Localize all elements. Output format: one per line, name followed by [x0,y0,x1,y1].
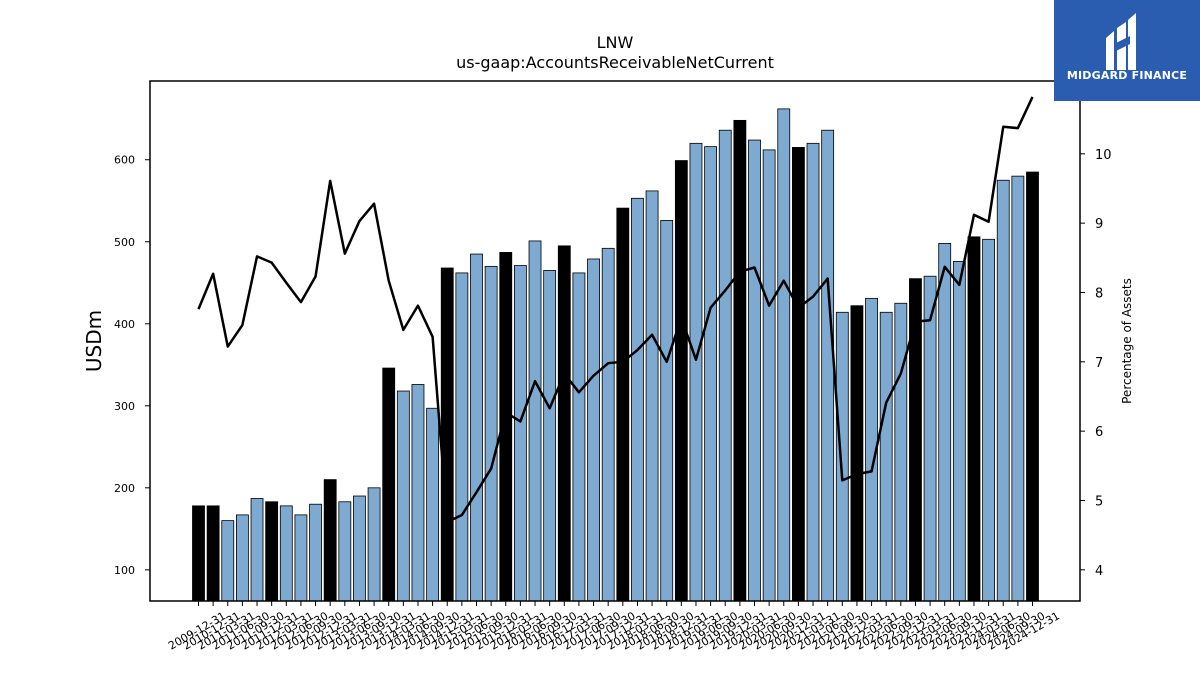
left-axis-ticks: 100 200 300 400 500 600 [114,154,150,577]
y2-tick-label: 8 [1095,286,1103,301]
bar [1011,175,1025,602]
bar [777,108,791,602]
y-axis-label: USDm [82,310,106,372]
bar [279,505,293,602]
bar [528,240,542,602]
bar [601,247,615,602]
y-tick-label: 300 [114,400,135,413]
bar [748,139,761,602]
bar [294,514,308,602]
chart-title: LNW [597,33,634,52]
logo-mark-icon [1106,13,1136,70]
bar [894,302,908,602]
bar [206,505,220,602]
bar [967,236,981,602]
y-tick-label: 400 [114,318,135,331]
bar [323,479,337,602]
bar [645,190,659,602]
bar [616,207,630,602]
y2-axis-label: Percentage of Assets [1120,278,1134,404]
bar [221,520,235,602]
bar [382,367,396,602]
bar [674,160,688,602]
bar [996,179,1010,602]
bar [572,272,586,602]
bar [250,498,264,602]
bar [938,242,952,602]
y2-tick-label: 4 [1095,564,1103,579]
midgard-finance-logo: MIDGARD FINANCE [1054,0,1200,101]
bar [631,197,644,602]
y-tick-label: 600 [114,154,135,167]
bar [909,278,922,602]
bar [338,501,352,602]
y-tick-label: 100 [114,564,135,577]
bar [543,270,557,602]
bar [982,238,996,602]
percent-of-assets-line [197,96,1034,524]
logo-text: MIDGARD FINANCE [1066,69,1188,82]
bar [835,311,849,602]
bar [557,245,571,602]
y2-tick-label: 7 [1095,356,1103,371]
bar [762,149,776,602]
bar [396,390,410,602]
bar-series [192,108,1039,602]
bar [235,514,249,602]
right-axis-ticks: 4 5 6 7 8 9 10 [1080,148,1112,579]
line-series [197,96,1034,524]
bar [718,129,732,602]
bar [426,407,440,602]
bar [587,258,600,602]
bar [192,505,205,602]
bar [733,119,747,602]
bar [367,487,381,602]
bar [660,220,674,602]
bar [704,146,718,602]
y-tick-label: 500 [114,236,135,249]
y2-tick-label: 10 [1095,148,1112,163]
chart-subtitle: us-gaap:AccountsReceivableNetCurrent [456,53,774,72]
bar [689,142,703,602]
bar [470,253,483,602]
bar [265,501,279,602]
plot-frame [149,80,1081,602]
bar [514,265,527,602]
bar [309,503,322,602]
bar [792,147,805,602]
y2-tick-label: 9 [1095,217,1103,232]
bar [850,305,864,602]
bar [440,267,454,602]
y2-tick-label: 5 [1095,494,1103,509]
bar [806,142,820,602]
bar [879,311,893,602]
x-axis-ticks: 2009-12-312010-12-312011-03-312011-06-30… [166,601,1062,653]
bar [1026,171,1039,602]
bar [411,384,425,602]
bar [353,495,366,602]
y2-tick-label: 6 [1095,425,1103,440]
y-tick-label: 200 [114,482,135,495]
bar [952,261,966,602]
bar [821,129,835,602]
bar [484,265,498,602]
bar [455,272,469,602]
bar [923,275,937,602]
